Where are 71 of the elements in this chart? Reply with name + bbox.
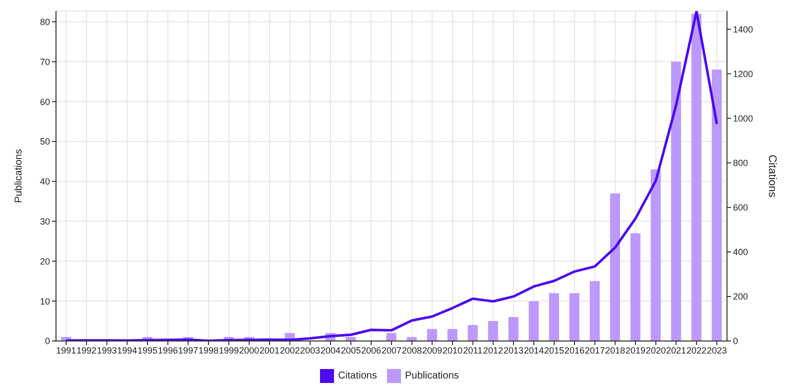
y2-tick-label: 1000 [733, 114, 754, 124]
x-tick-label: 2013 [503, 345, 524, 356]
y-tick-label: 20 [40, 256, 50, 266]
x-tick-label: 2011 [463, 345, 483, 356]
bar [528, 301, 539, 341]
y-tick-label: 30 [40, 216, 50, 226]
x-tick-label: 2018 [605, 345, 626, 356]
x-tick-label: 1999 [218, 345, 239, 356]
bar [427, 329, 438, 341]
y2-tick-label: 400 [733, 247, 748, 258]
x-tick-label: 1996 [158, 345, 178, 356]
bar [508, 317, 518, 341]
x-tick-label: 2020 [646, 345, 666, 356]
x-tick-label: 2016 [564, 345, 585, 356]
bar [712, 70, 722, 341]
x-tick-label: 2022 [686, 345, 707, 356]
bar [447, 329, 458, 341]
line-series [64, 11, 718, 341]
bar [488, 321, 498, 341]
y-tick-label: 80 [40, 16, 50, 27]
y-tick-label: 40 [40, 176, 50, 187]
x-tick-label: 2014 [524, 345, 544, 356]
x-tick-label: 2005 [340, 345, 361, 356]
x-tick-label: 1995 [137, 345, 158, 356]
y2-tick-label: 1400 [733, 24, 754, 34]
y2-tick-label: 0 [733, 336, 738, 346]
y-tick-label: 60 [40, 96, 50, 107]
x-tick-label: 2017 [584, 345, 605, 356]
x-tick-label: 2023 [706, 345, 727, 356]
y2-tick-label: 600 [733, 202, 748, 213]
x-tick-label: 1993 [96, 345, 117, 356]
x-tick-label: 2001 [259, 345, 280, 356]
x-tick-label: 2000 [239, 345, 260, 356]
bar [549, 293, 560, 341]
y-tick-label: 0 [44, 336, 50, 346]
x-tick-label: 2015 [544, 345, 564, 356]
y-tick-label: 50 [40, 136, 50, 147]
legend-label: Publications [404, 370, 459, 382]
x-tick-label: 1997 [178, 345, 198, 356]
x-tick-label: 2006 [361, 345, 382, 356]
x-tick-label: 2019 [625, 345, 646, 356]
legend-label: Citations [338, 370, 377, 382]
x-tick-label: 2007 [381, 345, 402, 356]
x-tick-label: 2008 [402, 345, 422, 356]
y2-axis-title: Citations [766, 154, 778, 198]
x-tick-label: 2003 [300, 345, 320, 356]
x-tick-label: 1998 [198, 345, 219, 356]
x-tick-label: 1994 [117, 345, 138, 356]
x-tick-label: 2002 [280, 345, 300, 356]
y-tick-label: 10 [40, 296, 50, 306]
bar [650, 169, 661, 341]
y2-tick-label: 1200 [733, 68, 754, 79]
x-tick-label: 2010 [442, 345, 463, 356]
bar [691, 14, 702, 341]
x-tick-label: 2021 [666, 345, 686, 356]
y-axis-title: Publications [14, 149, 25, 203]
bar [590, 281, 600, 341]
x-tick-label: 2004 [320, 345, 341, 356]
bar [671, 62, 682, 341]
y2-tick-label: 200 [733, 292, 748, 302]
bar [569, 293, 580, 341]
bar [386, 333, 396, 341]
x-tick-label: 2009 [422, 345, 442, 356]
y-tick-label: 70 [40, 56, 50, 67]
bar [630, 233, 640, 341]
bar [468, 325, 478, 341]
y2-tick-label: 800 [733, 158, 748, 168]
bar [610, 193, 620, 341]
x-tick-label: 1992 [76, 345, 97, 356]
x-tick-label: 2012 [483, 345, 504, 356]
x-tick-label: 1991 [56, 345, 76, 356]
